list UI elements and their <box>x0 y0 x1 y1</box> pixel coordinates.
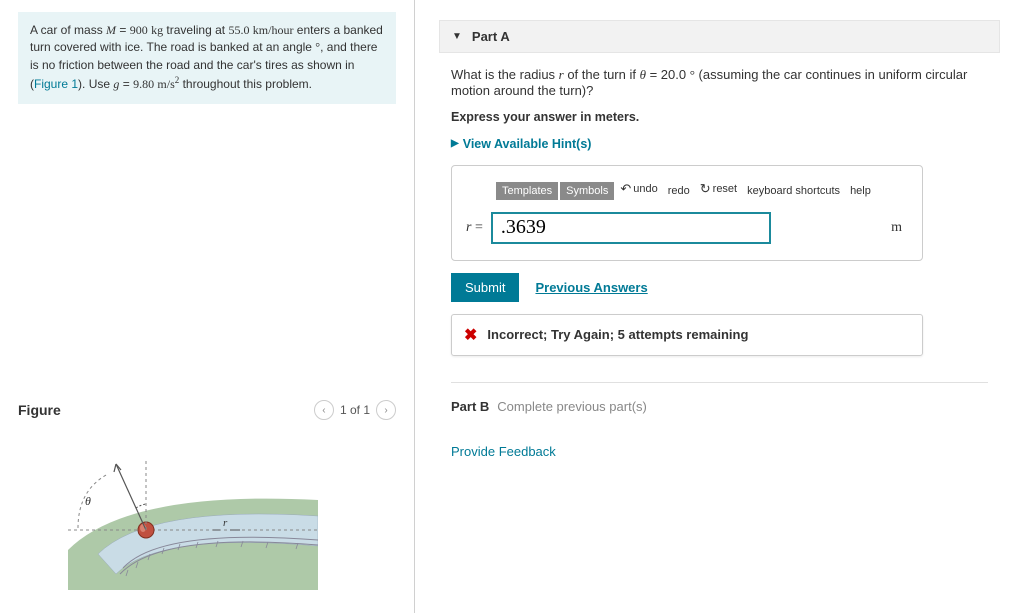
figure-next-button[interactable]: › <box>376 400 396 420</box>
figure-diagram: r θ <box>68 450 318 590</box>
answer-input[interactable] <box>491 212 771 244</box>
part-b-text: Complete previous part(s) <box>497 399 647 414</box>
answer-area: Templates Symbols ↶undo redo ↻reset keyb… <box>451 165 923 261</box>
problem-statement: A car of mass M = 900 kg traveling at 55… <box>18 12 396 104</box>
question-text: What is the radius r of the turn if θ = … <box>451 67 988 98</box>
figure-prev-button[interactable]: ‹ <box>314 400 334 420</box>
feedback-text: Incorrect; Try Again; 5 attempts remaini… <box>487 327 748 342</box>
figure-link[interactable]: Figure 1 <box>34 77 78 91</box>
reset-icon: ↻ <box>700 181 711 197</box>
undo-icon: ↶ <box>620 181 631 197</box>
symbols-button[interactable]: Symbols <box>560 182 614 200</box>
reset-button[interactable]: ↻reset <box>696 178 741 200</box>
part-b-label: Part B <box>451 399 489 414</box>
chevron-right-icon: ▶ <box>451 138 459 149</box>
keyboard-shortcuts-button[interactable]: keyboard shortcuts <box>743 182 844 200</box>
part-b-section: Part B Complete previous part(s) <box>451 382 988 414</box>
answer-unit: m <box>891 220 902 236</box>
theta-label: θ <box>85 494 91 508</box>
undo-button[interactable]: ↶undo <box>616 178 661 200</box>
feedback-box: ✖ Incorrect; Try Again; 5 attempts remai… <box>451 314 923 356</box>
incorrect-icon: ✖ <box>464 325 477 345</box>
submit-button[interactable]: Submit <box>451 273 519 302</box>
r-label: r <box>223 517 228 529</box>
view-hints-link[interactable]: ▶ View Available Hint(s) <box>451 137 591 151</box>
figure-pager: ‹ 1 of 1 › <box>314 400 396 420</box>
templates-button[interactable]: Templates <box>496 182 558 200</box>
answer-lhs: r = <box>466 220 483 236</box>
answer-instruction: Express your answer in meters. <box>451 110 988 124</box>
part-a-title: Part A <box>472 29 510 44</box>
collapse-icon: ▼ <box>452 31 462 42</box>
pager-text: 1 of 1 <box>340 403 370 417</box>
previous-answers-link[interactable]: Previous Answers <box>535 280 647 295</box>
redo-button[interactable]: redo <box>664 182 694 200</box>
equation-toolbar: Templates Symbols ↶undo redo ↻reset keyb… <box>496 178 908 200</box>
help-button[interactable]: help <box>846 182 875 200</box>
part-a-header[interactable]: ▼ Part A <box>439 20 1000 53</box>
figure-title: Figure <box>18 402 61 418</box>
provide-feedback-link[interactable]: Provide Feedback <box>451 444 988 459</box>
